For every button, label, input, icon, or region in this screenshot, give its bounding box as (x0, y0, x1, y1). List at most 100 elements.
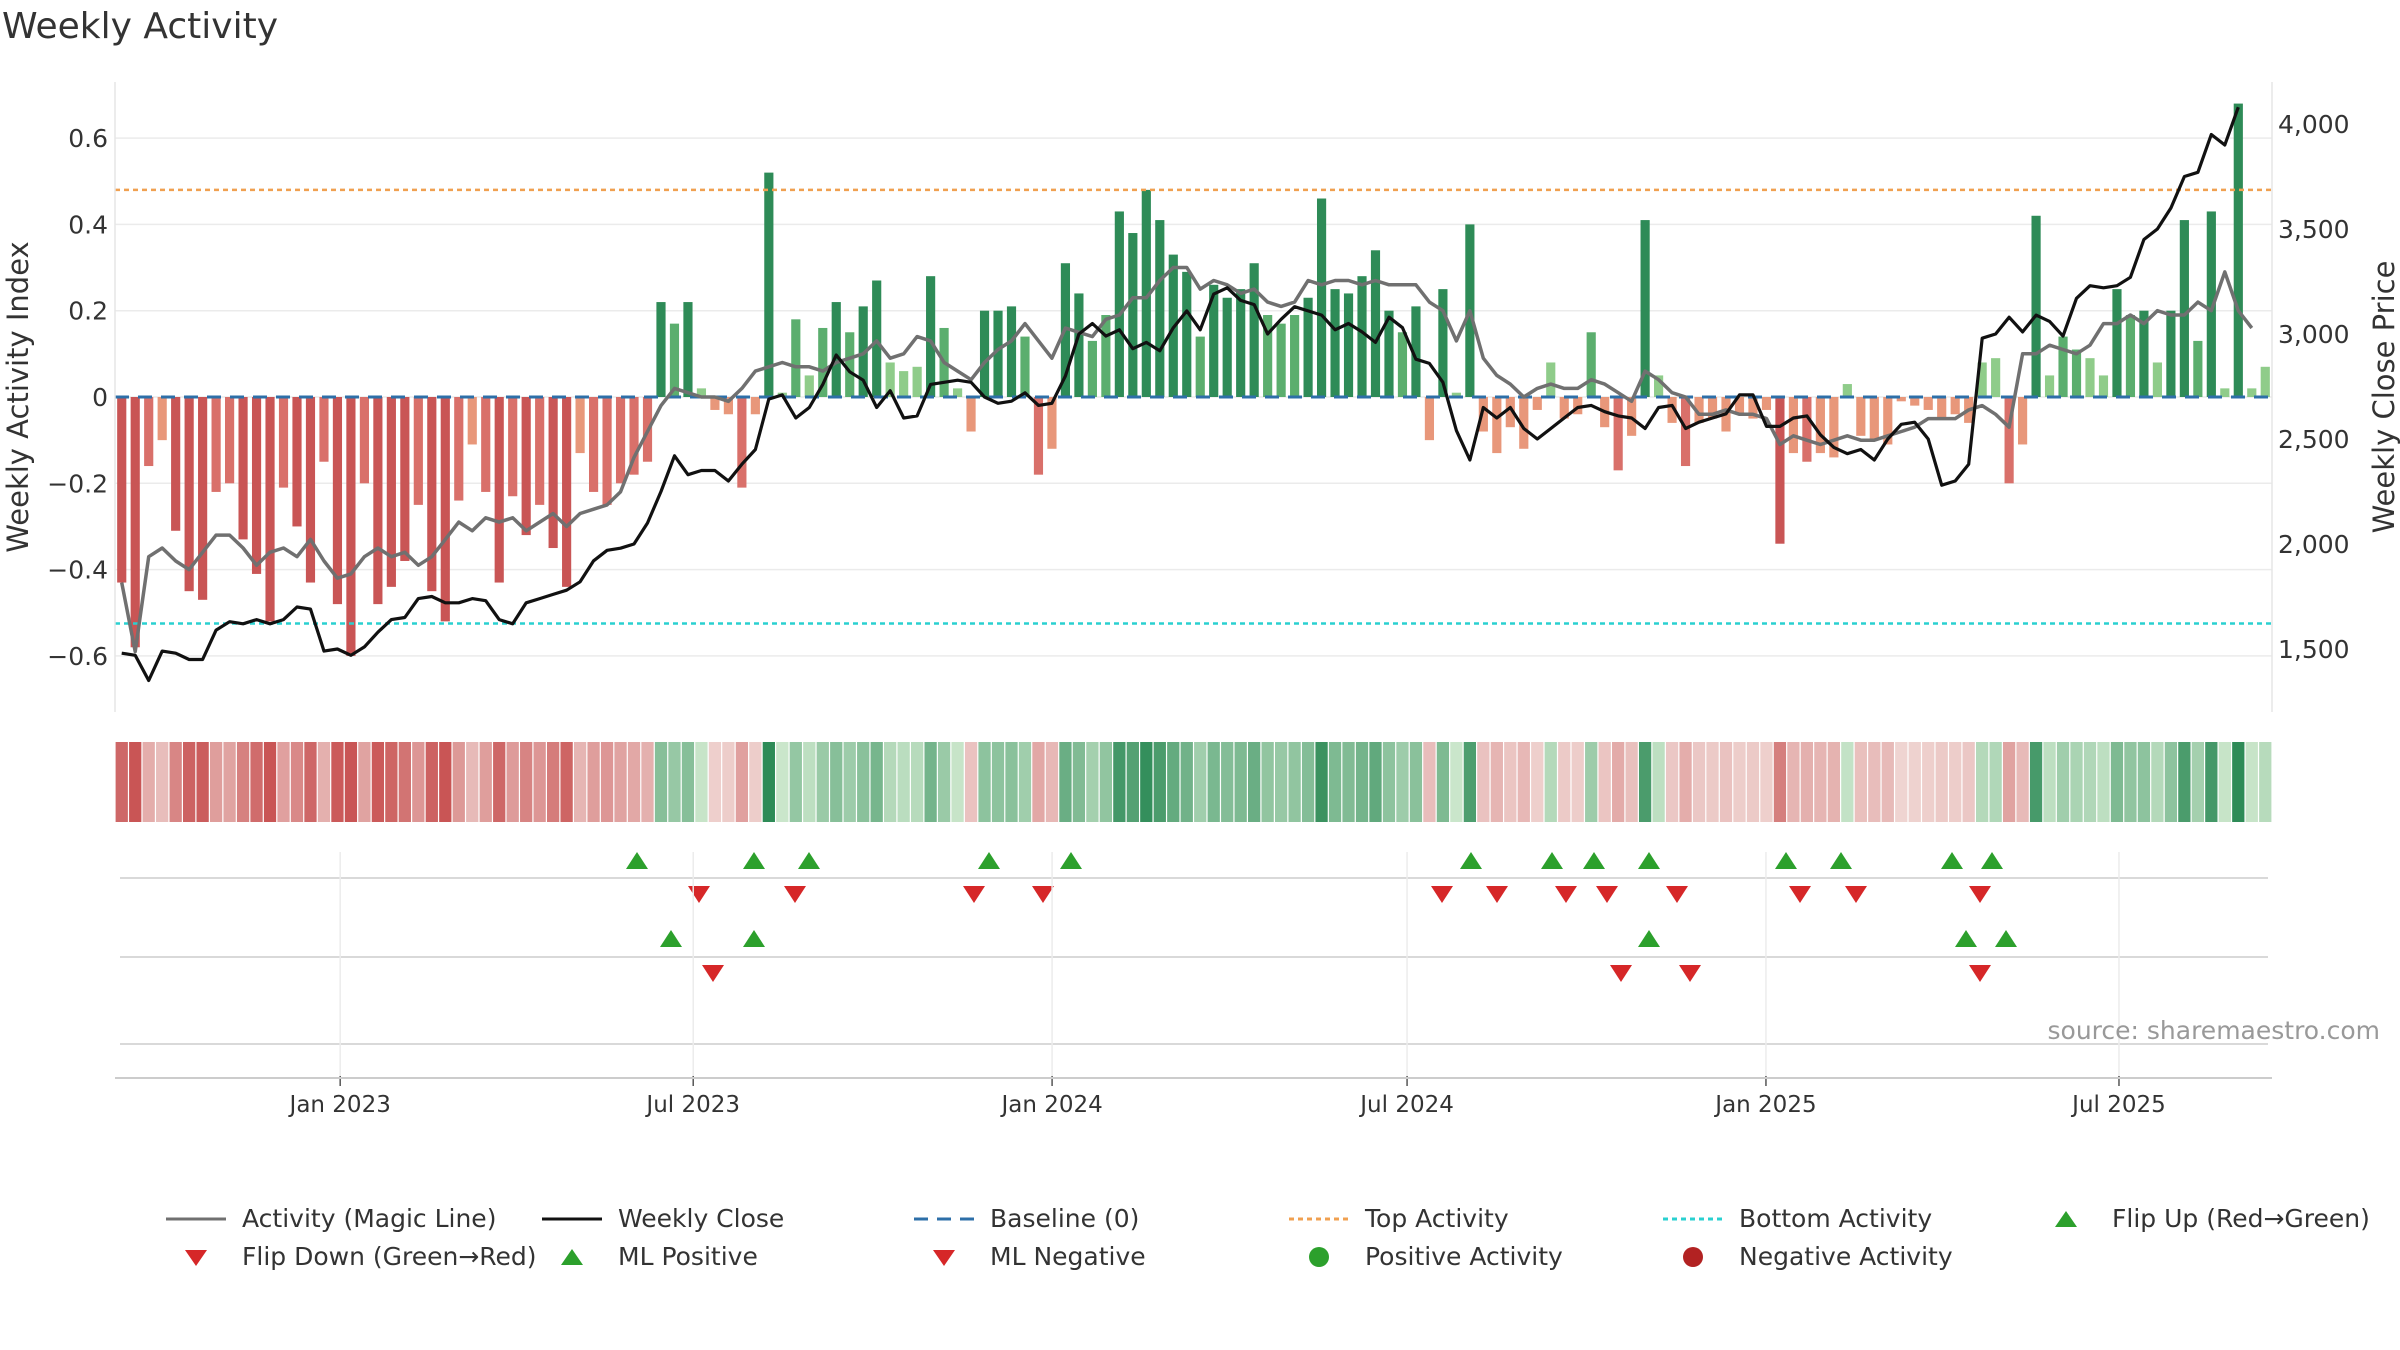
activity-bar (548, 397, 558, 549)
strip-cell (2083, 742, 2097, 822)
activity-bar (1451, 392, 1461, 397)
legend-label: ML Negative (990, 1242, 1146, 1271)
activity-bar (171, 397, 181, 531)
strip-cell (884, 742, 897, 822)
activity-bar (1519, 397, 1529, 449)
activity-bar (427, 397, 437, 592)
weekly-close-series (121, 106, 2240, 683)
strip-cell (951, 742, 964, 822)
activity-bar (831, 302, 841, 397)
activity-bar (1087, 340, 1097, 397)
flip-up-marker (1638, 852, 1660, 869)
strip-cell (2029, 742, 2043, 822)
activity-bar (1316, 198, 1327, 397)
flip-down-marker (1431, 886, 1453, 903)
flip-up-marker (743, 930, 765, 947)
flip-up-marker (1460, 852, 1482, 869)
strip-cell (1638, 742, 1652, 822)
y2-tick-label: 4,000 (2278, 110, 2350, 139)
activity-bar (211, 397, 221, 492)
strip-cell (1059, 742, 1072, 822)
activity-bar (467, 397, 477, 445)
activity-bar (1263, 315, 1273, 397)
strip-cell (439, 742, 452, 822)
flip-up-marker (626, 852, 648, 869)
strip-cell (1841, 742, 1854, 822)
y-tick-label: 0 (92, 383, 108, 412)
y-tick-label: 0.6 (68, 124, 108, 153)
activity-bar (1505, 397, 1515, 428)
strip-cell (236, 742, 250, 822)
activity-bar (494, 397, 504, 583)
strip-cell (129, 742, 142, 822)
activity-bar (225, 397, 235, 484)
dotted-orange-line-icon (1289, 1217, 1349, 1220)
flip-down-marker (1596, 886, 1618, 903)
activity-bar (656, 302, 666, 397)
flip-up-marker (1583, 852, 1605, 869)
activity-bar (979, 310, 990, 397)
strip-cell (1248, 742, 1261, 822)
activity-bar (130, 397, 140, 648)
magic-line-series (119, 265, 2254, 654)
activity-bar (359, 397, 369, 484)
strip-cell (1706, 742, 1719, 822)
strip-cell (196, 742, 209, 822)
strip-cell (1517, 742, 1530, 822)
activity-bar (238, 397, 248, 540)
activity-bar (1141, 189, 1151, 397)
flip-up-marker (1638, 930, 1660, 947)
strip-cell (1396, 742, 1409, 822)
strip-cell (1625, 742, 1638, 822)
strip-cell (1612, 742, 1625, 822)
strip-cell (2232, 742, 2245, 822)
activity-bar (791, 319, 801, 397)
strip-cell (2016, 742, 2029, 822)
activity-bar (629, 397, 639, 475)
activity-bar (1910, 397, 1920, 406)
strip-cell (1854, 742, 1867, 822)
flip-down-marker (1969, 886, 1991, 903)
flip-down-marker (1969, 965, 1991, 982)
activity-bar (1155, 220, 1165, 397)
strip-cell (520, 742, 533, 822)
strip-cell (1692, 742, 1706, 822)
activity-bar (265, 397, 275, 622)
strip-cell (1288, 742, 1301, 822)
strip-cell (1746, 742, 1760, 822)
strip-cell (1369, 742, 1382, 822)
activity-bar (1114, 211, 1124, 397)
strip-cell (1935, 742, 1948, 822)
activity-bar (2220, 388, 2230, 397)
legend-label: Activity (Magic Line) (242, 1204, 497, 1233)
activity-bar (1748, 397, 1758, 419)
activity-bar (1883, 397, 1893, 445)
activity-bar (292, 397, 302, 527)
strip-cell (1962, 742, 1975, 822)
strip-cell (870, 742, 883, 822)
strip-cell (1719, 742, 1733, 822)
activity-bar (1020, 336, 1030, 397)
flip-down-marker (1845, 886, 1867, 903)
activity-bars (117, 103, 2270, 656)
legend-weekly-close: Weekly Close (542, 1204, 784, 1233)
activity-bar (1573, 397, 1583, 415)
activity-bar (1586, 332, 1596, 397)
strip-cell (614, 742, 627, 822)
flip-up-marker (1955, 930, 1977, 947)
activity-bar (1546, 362, 1556, 397)
strip-cell (1113, 742, 1126, 822)
activity-bar (1303, 297, 1313, 397)
legend-label: Flip Up (Red→Green) (2112, 1204, 2370, 1233)
strip-cell (1153, 742, 1166, 822)
strip-cell (803, 742, 816, 822)
legend-top-activity: Top Activity (1289, 1204, 1509, 1233)
activity-bar (1276, 323, 1286, 397)
strip-cell (2245, 742, 2258, 822)
activity-bar (2112, 289, 2122, 397)
triangle-down-icon (933, 1249, 955, 1266)
strip-cell (1436, 742, 1450, 822)
triangle-down-icon (185, 1249, 207, 1266)
strip-cell (1652, 742, 1665, 822)
activity-bar (1613, 397, 1623, 471)
